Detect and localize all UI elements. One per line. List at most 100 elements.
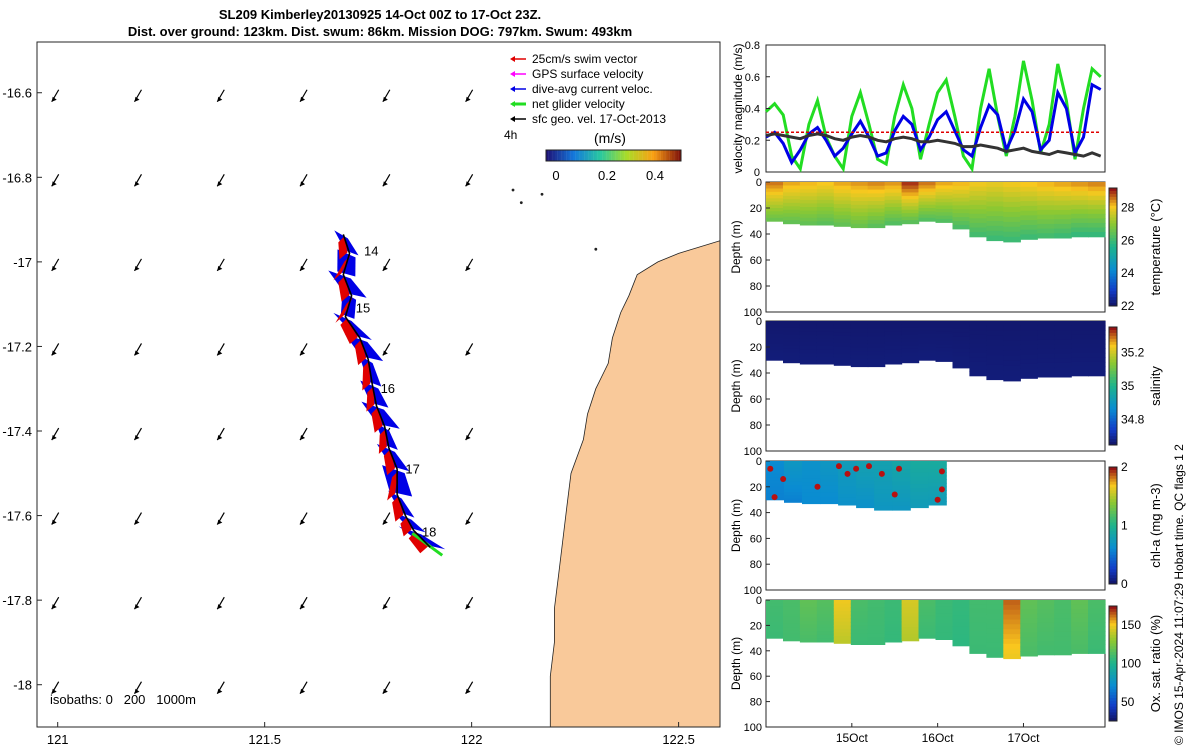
chl-a-cell [928, 461, 947, 466]
temperature-cell [935, 188, 954, 193]
temperature-cell [1071, 213, 1089, 219]
oxygen-colorbar-cell [1109, 657, 1117, 662]
oxygen-cell [1003, 624, 1021, 630]
temperature-colorbar-cell [1109, 244, 1117, 248]
salinity-cell [850, 336, 869, 341]
salinity-colorbar-cell [1109, 386, 1117, 390]
temperature-cell [1020, 196, 1038, 202]
oxygen-cell [766, 612, 784, 617]
oxygen-colorbar-tick: 150 [1121, 618, 1141, 632]
chl-a-colorbar-cell [1109, 478, 1117, 483]
oxygen-cell [1054, 631, 1072, 638]
chl-a-colorbar-cell [1109, 551, 1117, 556]
temperature-cell [884, 207, 903, 212]
oxygen-cell [918, 634, 937, 639]
temperature-cell [867, 182, 886, 187]
salinity-cell [1037, 372, 1055, 378]
chl-a-cell [874, 489, 893, 495]
map-colorbar-cell [633, 150, 637, 161]
temperature-y-tick-label: 80 [750, 281, 762, 293]
salinity-cell [1071, 352, 1089, 359]
chl-a-cell [820, 500, 839, 505]
chl-a-colorbar-cell [1109, 572, 1117, 576]
oxygen-cell [867, 640, 886, 645]
temperature-colorbar-cell [1109, 208, 1117, 213]
temperature-cell [833, 204, 852, 209]
chl-a-cell [820, 482, 839, 487]
temperature-cell [1020, 234, 1038, 240]
salinity-cell [884, 338, 903, 344]
oxygen-cell [1037, 650, 1055, 656]
salinity-colorbar-cell [1109, 335, 1117, 340]
chl-a-cell [784, 461, 803, 465]
salinity-cell [816, 338, 835, 344]
salinity-cell [901, 324, 920, 329]
temperature-cell [783, 202, 801, 207]
oxygen-cell [1003, 648, 1021, 655]
swim-vector [400, 517, 412, 537]
map-colorbar-frame [545, 149, 682, 162]
temperature-cell [1088, 182, 1106, 188]
temperature-cell [935, 205, 954, 210]
temperature-cell [935, 195, 954, 200]
temperature-cell [766, 191, 784, 196]
salinity-colorbar-cell [1109, 350, 1117, 355]
oxygen-cell [1071, 604, 1089, 610]
chl-a-cell [856, 472, 875, 478]
legend-item-1: GPS surface velocity [532, 67, 643, 81]
salinity-colorbar-cell [1109, 409, 1117, 414]
temperature-cell [1054, 182, 1072, 188]
oxygen-cell [799, 621, 818, 626]
temperature-colorbar-tick: 22 [1121, 299, 1135, 313]
oxygen-cell [799, 603, 818, 608]
salinity-cell [935, 334, 954, 339]
salinity-colorbar-cell [1109, 362, 1117, 366]
oxygen-cell [1020, 623, 1038, 629]
salinity-cell [918, 347, 937, 351]
oxygen-cell [1088, 648, 1106, 654]
oxygen-cell [833, 618, 852, 623]
chl-a-cell [874, 485, 893, 491]
salinity-cell [783, 359, 801, 364]
velocity-y-tick-label: 0.4 [745, 104, 760, 116]
map-colorbar-cell [555, 150, 558, 161]
oxygen-cell [850, 618, 869, 623]
chl-a-cell [802, 478, 821, 483]
temperature-cell [850, 204, 869, 210]
time-x-tick-label: 17Oct [1007, 731, 1040, 745]
oxygen-cell [1020, 627, 1038, 634]
oxygen-cell [1003, 643, 1021, 650]
salinity-cell [1003, 331, 1021, 337]
temperature-cell [969, 218, 987, 224]
oxygen-y-tick-label: 40 [750, 646, 762, 658]
temperature-cell [969, 186, 987, 192]
map-colorbar-cell [606, 150, 610, 161]
map-colorbar-tick: 0.2 [598, 168, 616, 183]
oxygen-cell [799, 624, 818, 629]
temperature-cell [969, 195, 987, 201]
temperature-panel: 28 26 24 22 temperature (°C) 0 20 40 60 80 100 Dept… [729, 177, 1163, 319]
oxygen-cell [969, 613, 987, 619]
oxygen-cell [1054, 650, 1072, 656]
chl-a-cell [784, 474, 803, 479]
oxygen-cell [935, 626, 954, 631]
oxygen-panel: 150 100 50 Ox. sat. ratio (%) 0 20 40 60 80 100 De… [729, 595, 1163, 745]
salinity-cell [799, 360, 818, 365]
chl-a-cell [928, 486, 947, 491]
temperature-cell [952, 213, 971, 218]
temperature-cell [799, 189, 818, 194]
oxygen-cell [969, 604, 987, 610]
chl-a-cell [820, 471, 839, 476]
salinity-colorbar-cell [1109, 353, 1117, 357]
temperature-cell [783, 213, 801, 218]
oxygen-cell [1020, 651, 1038, 657]
geo-velocity-arrowhead [51, 265, 57, 271]
chl-a-cell [784, 488, 803, 493]
temperature-cell [1037, 200, 1055, 206]
oxygen-cell [766, 634, 784, 639]
oxygen-cell [850, 629, 869, 634]
temperature-colorbar-cell [1109, 291, 1117, 295]
oxygen-cell [901, 633, 920, 638]
chl-a-high-spot [896, 465, 903, 472]
salinity-cell [952, 348, 971, 353]
